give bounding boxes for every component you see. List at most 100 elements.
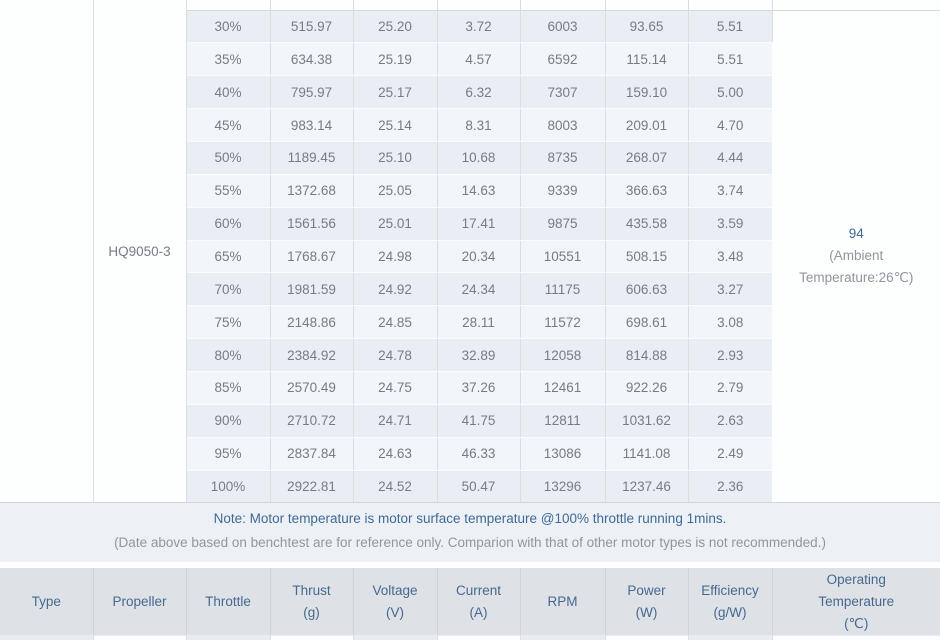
cell-thrust: 1189.45 bbox=[270, 141, 354, 175]
partial-cell bbox=[186, 635, 271, 641]
cell-efficiency: 3.08 bbox=[688, 305, 772, 340]
header-cell-operating: Operating Temperature (℃) bbox=[772, 568, 940, 636]
cell-throttle: 90% bbox=[186, 404, 271, 438]
header-cell-throttle: Throttle bbox=[186, 568, 271, 636]
header-text: (g) bbox=[303, 604, 320, 620]
data-row: 65% 1768.67 24.98 20.34 10551 508.15 3.48 bbox=[0, 240, 940, 274]
note-line-1: Note: Motor temperature is motor surface… bbox=[213, 511, 727, 527]
cell-efficiency: 5.51 bbox=[688, 42, 772, 77]
header-cell-type: Type bbox=[0, 568, 94, 636]
cell-current: 10.68 bbox=[437, 141, 521, 175]
header-cell-voltage: Voltage (V) bbox=[353, 568, 438, 636]
cell-power: 435.58 bbox=[605, 207, 689, 241]
data-row: 90% 2710.72 24.71 41.75 12811 1031.62 2.63 bbox=[0, 404, 940, 438]
section-gap bbox=[0, 562, 940, 569]
cell-rpm: 11572 bbox=[520, 305, 606, 340]
cell-rpm: 8003 bbox=[520, 108, 606, 142]
note-line-2: (Date above based on benchtest are for r… bbox=[114, 535, 826, 551]
cell-current: 28.11 bbox=[437, 305, 521, 340]
partial-cell bbox=[93, 635, 187, 641]
cell-thrust: 634.38 bbox=[270, 42, 354, 77]
cell-efficiency: 3.59 bbox=[688, 207, 772, 241]
cell-voltage: 24.71 bbox=[353, 404, 438, 438]
cell-efficiency: 4.70 bbox=[688, 108, 772, 142]
cell-current: 46.33 bbox=[437, 437, 521, 471]
cell-voltage: 25.20 bbox=[353, 10, 438, 44]
propeller-name: HQ9050-3 bbox=[108, 243, 171, 259]
cell-throttle: 95% bbox=[186, 437, 271, 471]
type-cell bbox=[0, 0, 94, 504]
cell-thrust: 2148.86 bbox=[270, 305, 354, 340]
cell-throttle: 50% bbox=[186, 141, 271, 175]
data-row: 85% 2570.49 24.75 37.26 12461 922.26 2.79 bbox=[0, 371, 940, 405]
cell-efficiency: 4.44 bbox=[688, 141, 772, 175]
header-text: Current bbox=[455, 582, 501, 598]
cell-thrust: 2837.84 bbox=[270, 437, 354, 471]
partial-cell bbox=[353, 0, 438, 11]
data-row: 75% 2148.86 24.85 28.11 11572 698.61 3.08 bbox=[0, 305, 940, 340]
cell-rpm: 9339 bbox=[520, 174, 606, 208]
cell-voltage: 24.92 bbox=[353, 272, 438, 307]
data-row: 30% 515.97 25.20 3.72 6003 93.65 5.51 94 (Ambien… bbox=[0, 10, 940, 504]
cell-voltage: 24.52 bbox=[353, 470, 438, 504]
cell-current: 32.89 bbox=[437, 338, 521, 372]
partial-cell bbox=[772, 0, 940, 11]
cell-current: 14.63 bbox=[437, 174, 521, 208]
data-row: 60% 1561.56 25.01 17.41 9875 435.58 3.59 bbox=[0, 207, 940, 241]
header-text: Throttle bbox=[205, 593, 251, 609]
cell-voltage: 25.14 bbox=[353, 108, 438, 142]
header-text: Power bbox=[627, 582, 666, 598]
table-header-row: Type Propeller Throttle Thrust (g) Voltage (V)… bbox=[0, 568, 940, 636]
cell-throttle: 75% bbox=[186, 305, 271, 340]
cell-rpm: 12811 bbox=[520, 404, 606, 438]
header-cell-current: Current (A) bbox=[437, 568, 521, 636]
data-row: 45% 983.14 25.14 8.31 8003 209.01 4.70 bbox=[0, 108, 940, 142]
cell-thrust: 795.97 bbox=[270, 75, 354, 110]
header-text: (V) bbox=[386, 604, 404, 620]
partial-cell bbox=[688, 0, 773, 11]
cell-rpm: 7307 bbox=[520, 75, 606, 110]
cell-current: 41.75 bbox=[437, 404, 521, 438]
header-text: Operating bbox=[826, 571, 886, 587]
cell-current: 50.47 bbox=[437, 470, 521, 504]
cell-current: 3.72 bbox=[437, 10, 521, 44]
cell-power: 209.01 bbox=[605, 108, 689, 142]
partial-cell bbox=[605, 635, 689, 641]
cell-efficiency: 3.48 bbox=[688, 240, 772, 274]
next-row-partial bbox=[0, 635, 940, 641]
data-row: 80% 2384.92 24.78 32.89 12058 814.88 2.93 bbox=[0, 338, 940, 372]
ambient-temperature-line: (Ambient bbox=[829, 248, 884, 264]
cell-efficiency: 3.27 bbox=[688, 272, 772, 307]
cell-rpm: 12058 bbox=[520, 338, 606, 372]
partial-cell bbox=[186, 0, 271, 11]
data-row: 95% 2837.84 24.63 46.33 13086 1141.08 2.49 bbox=[0, 437, 940, 471]
cell-throttle: 35% bbox=[186, 42, 271, 77]
cell-power: 268.07 bbox=[605, 141, 689, 175]
cell-voltage: 24.85 bbox=[353, 305, 438, 340]
cell-power: 606.63 bbox=[605, 272, 689, 307]
partial-cell bbox=[605, 0, 689, 11]
cell-throttle: 65% bbox=[186, 240, 271, 274]
cell-power: 1141.08 bbox=[605, 437, 689, 471]
cell-thrust: 2384.92 bbox=[270, 338, 354, 372]
data-row: 35% 634.38 25.19 4.57 6592 115.14 5.51 bbox=[0, 42, 940, 77]
cell-thrust: 2570.49 bbox=[270, 371, 354, 405]
header-cell-propeller: Propeller bbox=[93, 568, 187, 636]
cell-power: 159.10 bbox=[605, 75, 689, 110]
cell-power: 93.65 bbox=[605, 10, 689, 44]
next-section-header-table: Type Propeller Throttle Thrust (g) Voltage (V)… bbox=[0, 568, 940, 641]
cell-rpm: 6592 bbox=[520, 42, 606, 77]
cell-thrust: 2710.72 bbox=[270, 404, 354, 438]
header-text: Voltage bbox=[372, 582, 418, 598]
cell-rpm: 12461 bbox=[520, 371, 606, 405]
partial-cell bbox=[0, 635, 94, 641]
note-band: Note: Motor temperature is motor surface… bbox=[0, 503, 940, 563]
cell-efficiency: 2.93 bbox=[688, 338, 772, 372]
cell-rpm: 10551 bbox=[520, 240, 606, 274]
cell-rpm: 11175 bbox=[520, 272, 606, 307]
cell-rpm: 8735 bbox=[520, 141, 606, 175]
cell-efficiency: 3.74 bbox=[688, 174, 772, 208]
cell-efficiency: 2.36 bbox=[688, 470, 772, 504]
cell-thrust: 1372.68 bbox=[270, 174, 354, 208]
